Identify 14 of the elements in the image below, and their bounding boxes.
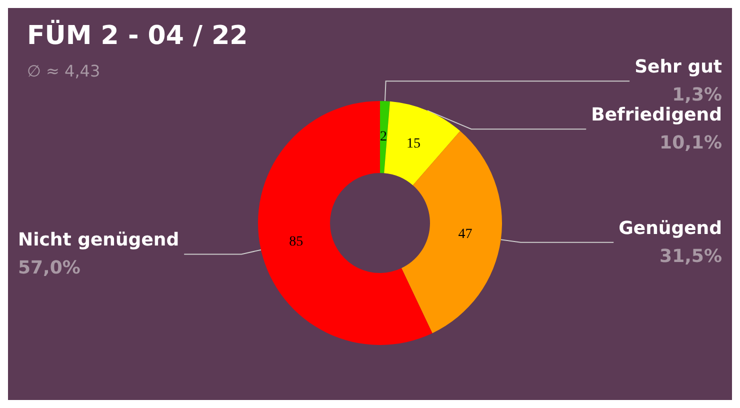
data-label: 57,0% [18,258,80,279]
slice-label: Sehr gut [634,56,722,78]
chart-title: FÜM 2 - 04 / 22 [27,19,248,51]
chart-subtitle: ∅ ≈ 4,43 [27,62,100,80]
data-label: 1,3% [672,84,722,106]
data-label: 10,1% [660,132,722,154]
data-label: 31,5% [660,246,722,267]
text: 15 [406,136,420,152]
text: 2 [380,130,388,145]
slice-label: Nicht genügend [18,230,180,251]
slice-label: Genügend [618,218,722,239]
text: 85 [289,234,304,250]
slice-label: Befriedigend [591,104,722,126]
text: 47 [458,227,472,242]
